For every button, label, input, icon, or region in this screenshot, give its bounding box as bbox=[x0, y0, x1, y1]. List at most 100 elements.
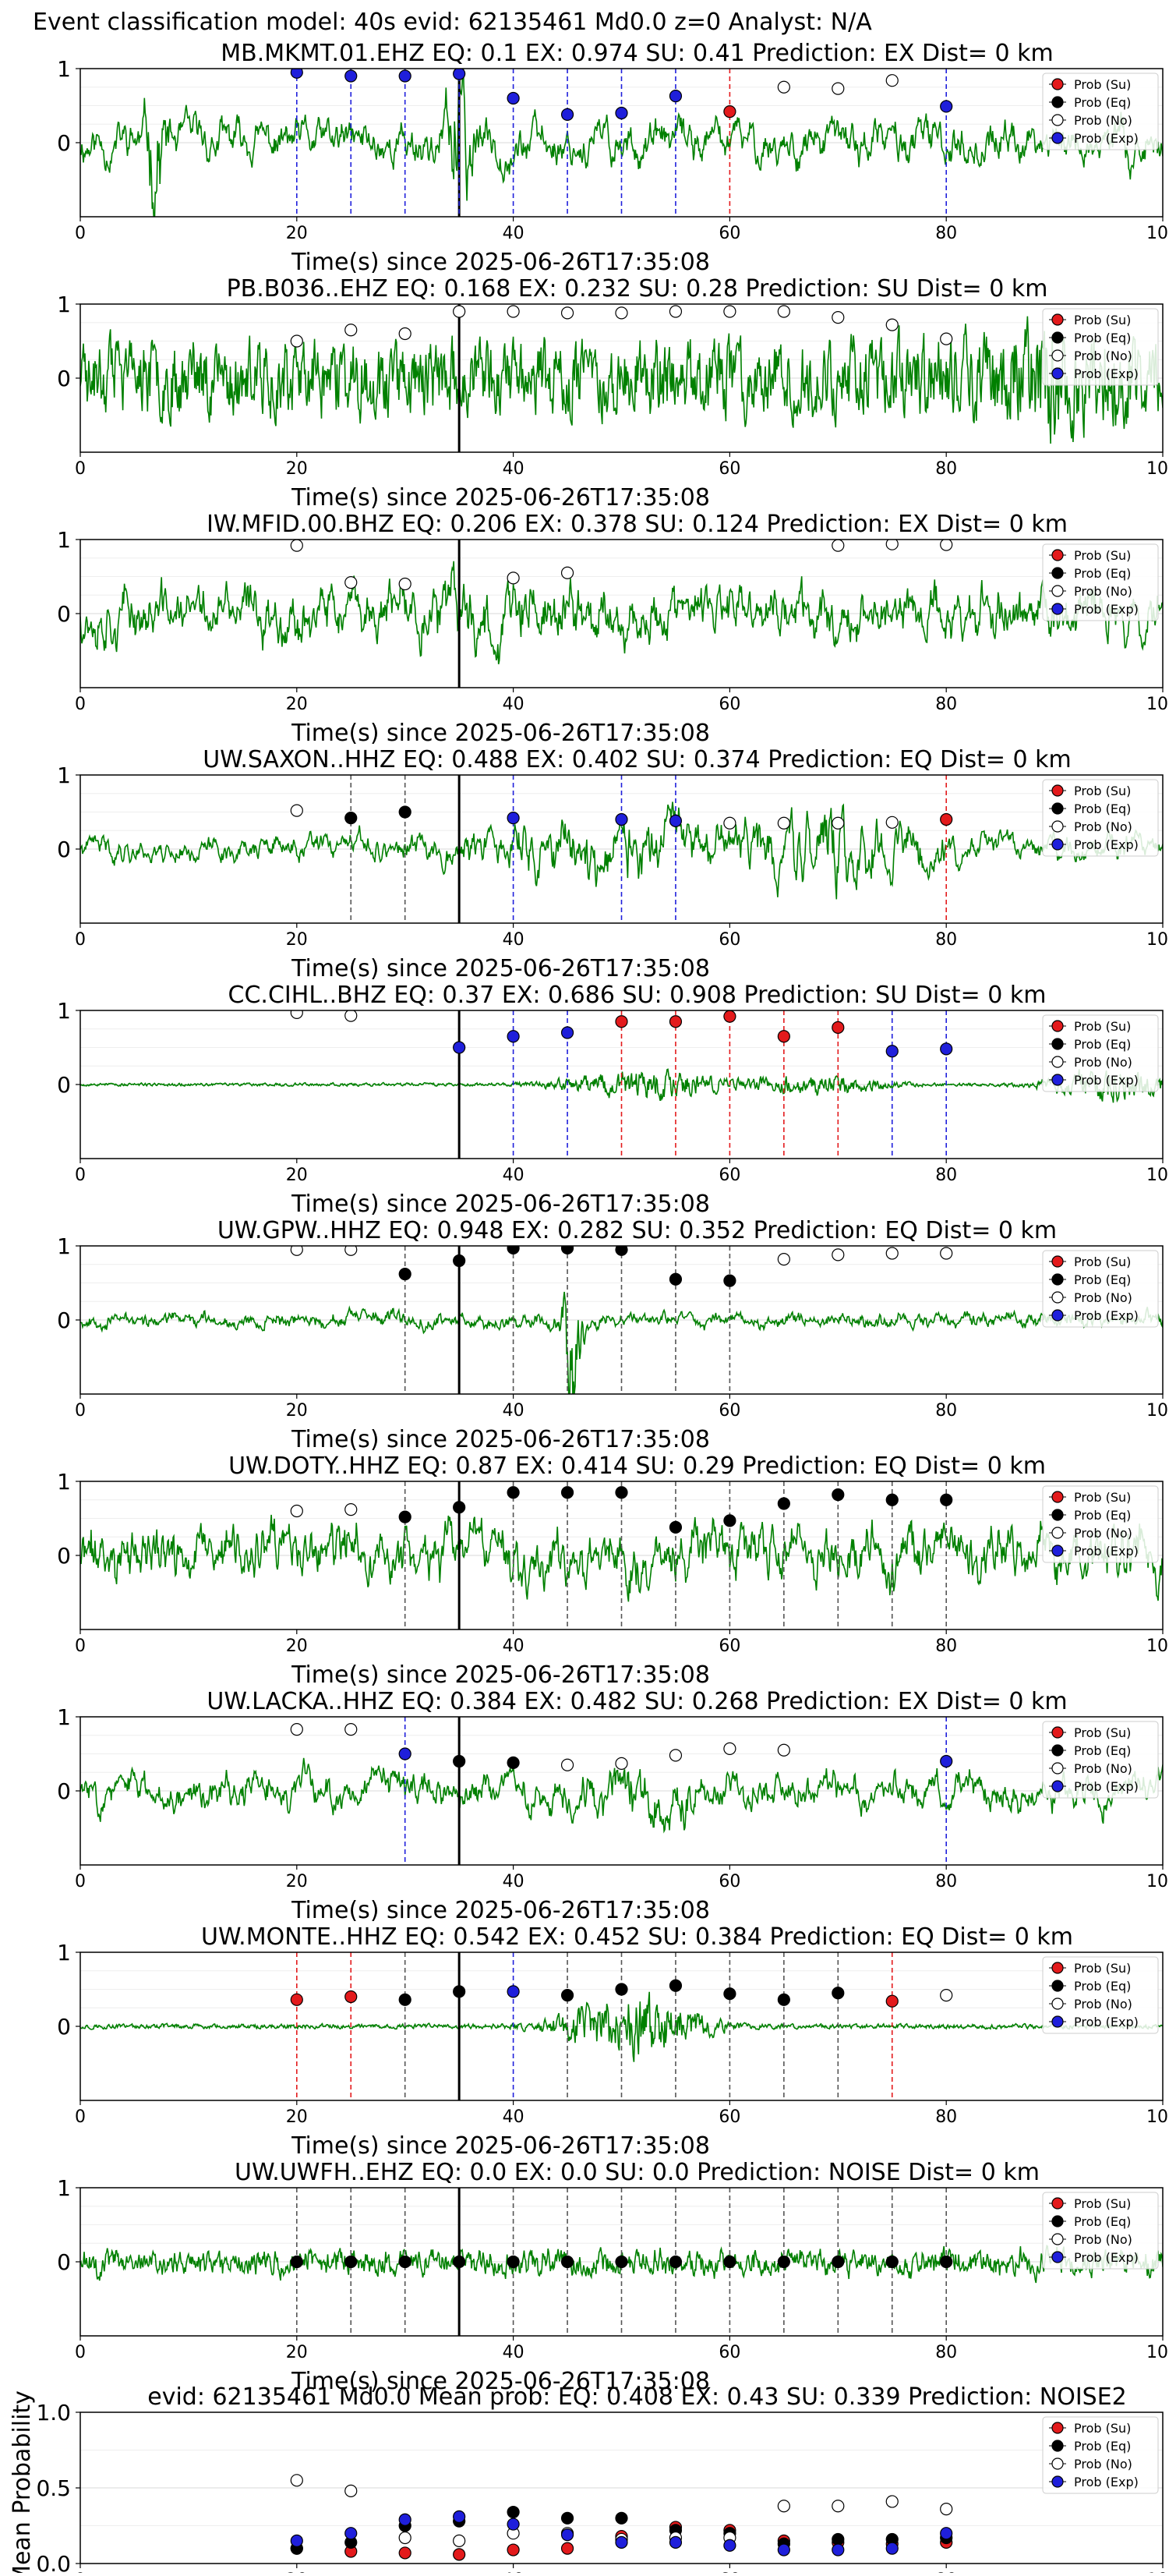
legend-label: Prob (Exp) bbox=[1074, 131, 1139, 146]
prob-marker-eq bbox=[669, 1272, 683, 1286]
x-axis-label: Time(s) since 2025-06-26T17:35:08 bbox=[291, 1897, 710, 1924]
prob-marker-eq bbox=[453, 1754, 466, 1768]
x-tick-label: 60 bbox=[719, 1166, 740, 1185]
plot-area bbox=[290, 2474, 953, 2561]
prob-marker-no bbox=[507, 305, 520, 318]
x-tick-label: 40 bbox=[503, 695, 524, 714]
x-tick-label: 100 bbox=[1146, 224, 1169, 243]
prob-marker-eq bbox=[940, 1493, 953, 1506]
x-tick-label: 0 bbox=[75, 930, 86, 950]
legend-label: Prob (Su) bbox=[1074, 784, 1131, 798]
prob-marker-exp bbox=[940, 1042, 953, 1056]
plot-area bbox=[80, 540, 1163, 688]
x-tick-label: 20 bbox=[286, 459, 308, 479]
prob-marker-exp bbox=[615, 106, 628, 120]
legend-marker-su bbox=[1051, 2197, 1064, 2210]
prob-marker-eq bbox=[560, 1486, 574, 1499]
prob-marker-no bbox=[615, 1757, 628, 1770]
station-plot-3: UW.SAXON..HHZ EQ: 0.488 EX: 0.402 SU: 0.… bbox=[57, 746, 1169, 982]
prob-marker-exp bbox=[453, 1041, 466, 1054]
x-tick-label: 100 bbox=[1146, 459, 1169, 479]
prob-marker-su bbox=[344, 1990, 358, 2004]
prob-marker-eq bbox=[453, 1501, 466, 1514]
plot-area bbox=[80, 1246, 1163, 1394]
y-tick-label: 1.0 bbox=[36, 2400, 71, 2426]
prob-marker-no bbox=[344, 1246, 358, 1256]
y-tick-label: 0 bbox=[57, 130, 71, 156]
y-tick-label: 0 bbox=[57, 1307, 71, 1333]
x-tick-label: 100 bbox=[1146, 1872, 1169, 1891]
legend-marker-exp bbox=[1051, 367, 1064, 380]
x-tick-label: 100 bbox=[1146, 1637, 1169, 1656]
legend-label: Prob (Eq) bbox=[1074, 331, 1131, 345]
legend-box bbox=[1042, 1250, 1159, 1328]
legend-label: Prob (Eq) bbox=[1074, 95, 1131, 110]
mean-prob-marker-exp bbox=[885, 2542, 899, 2555]
prob-marker-no bbox=[885, 1247, 899, 1260]
legend-label: Prob (No) bbox=[1074, 2457, 1132, 2472]
prob-marker-su bbox=[885, 1994, 899, 2008]
legend-label: Prob (No) bbox=[1074, 1526, 1132, 1541]
prob-marker-no bbox=[344, 1723, 358, 1736]
prob-marker-eq bbox=[290, 2255, 303, 2269]
station-plot-9: UW.UWFH..EHZ EQ: 0.0 EX: 0.0 SU: 0.0 Pre… bbox=[57, 2159, 1169, 2395]
mean-prob-marker-exp bbox=[777, 2543, 790, 2557]
mean-prob-marker-exp bbox=[669, 2535, 683, 2549]
prob-marker-eq bbox=[453, 1254, 466, 1268]
prob-marker-eq bbox=[832, 1987, 845, 2000]
station-plot-7: UW.LACKA..HHZ EQ: 0.384 EX: 0.482 SU: 0.… bbox=[57, 1688, 1169, 1924]
prob-marker-exp bbox=[885, 1045, 899, 1058]
x-axis-label: Time(s) since 2025-06-26T17:35:08 bbox=[291, 249, 710, 276]
prob-marker-no bbox=[832, 82, 845, 95]
mean-prob-marker-su bbox=[398, 2546, 411, 2560]
legend-marker-exp bbox=[1051, 2015, 1064, 2028]
prob-marker-eq bbox=[723, 1987, 736, 2001]
y-tick-label: 0 bbox=[57, 366, 71, 391]
legend-label: Prob (Exp) bbox=[1074, 1544, 1139, 1559]
figure-suptitle: Event classification model: 40s evid: 62… bbox=[33, 9, 872, 36]
prob-marker-no bbox=[560, 306, 574, 320]
y-tick-label: 0 bbox=[57, 2249, 71, 2275]
x-tick-label: 20 bbox=[286, 224, 308, 243]
mean-prob-marker-no bbox=[940, 2503, 953, 2516]
prob-marker-eq bbox=[615, 1246, 628, 1256]
x-tick-label: 60 bbox=[719, 1872, 740, 1891]
prob-marker-exp bbox=[940, 100, 953, 113]
y-tick-label: 0 bbox=[57, 837, 71, 862]
prob-marker-no bbox=[344, 324, 358, 337]
x-tick-label: 40 bbox=[503, 2107, 524, 2127]
legend-label: Prob (Eq) bbox=[1074, 2439, 1131, 2454]
x-tick-label: 80 bbox=[935, 1401, 957, 1421]
x-tick-label: 40 bbox=[503, 1872, 524, 1891]
prob-marker-exp bbox=[507, 1985, 520, 1998]
x-tick-label: 40 bbox=[503, 2343, 524, 2362]
prob-marker-exp bbox=[669, 814, 683, 828]
x-tick-label: 60 bbox=[719, 2107, 740, 2127]
mean-prob-marker-su bbox=[507, 2543, 520, 2557]
prob-marker-exp bbox=[398, 69, 411, 83]
legend-marker-eq bbox=[1051, 1744, 1064, 1757]
x-tick-label: 0 bbox=[75, 224, 86, 243]
x-tick-label: 20 bbox=[286, 930, 308, 950]
legend-marker-eq bbox=[1051, 96, 1064, 108]
x-tick-label: 80 bbox=[935, 695, 957, 714]
prob-marker-eq bbox=[777, 1497, 790, 1510]
mean-prob-marker-no bbox=[453, 2534, 466, 2547]
seismic-trace bbox=[80, 801, 1163, 900]
y-tick-label: 1 bbox=[57, 998, 71, 1024]
y-tick-label: 1 bbox=[57, 292, 71, 317]
legend-label: Prob (Eq) bbox=[1074, 2214, 1131, 2229]
x-tick-label: 60 bbox=[719, 930, 740, 950]
x-tick-label: 80 bbox=[935, 1166, 957, 1185]
x-tick-label: 100 bbox=[1146, 1401, 1169, 1421]
legend-label: Prob (Su) bbox=[1074, 77, 1131, 92]
plot-area bbox=[80, 2188, 1163, 2336]
legend-marker-exp bbox=[1051, 132, 1064, 144]
prob-marker-eq bbox=[398, 1510, 411, 1523]
x-tick-label: 60 bbox=[719, 224, 740, 243]
legend-label: Prob (Su) bbox=[1074, 1490, 1131, 1505]
x-axis-label: Time(s) since 2025-06-26T17:35:08 bbox=[291, 955, 710, 982]
x-tick-label: 20 bbox=[286, 1872, 308, 1891]
prob-marker-su bbox=[290, 1993, 303, 2006]
prob-marker-eq bbox=[507, 1756, 520, 1769]
